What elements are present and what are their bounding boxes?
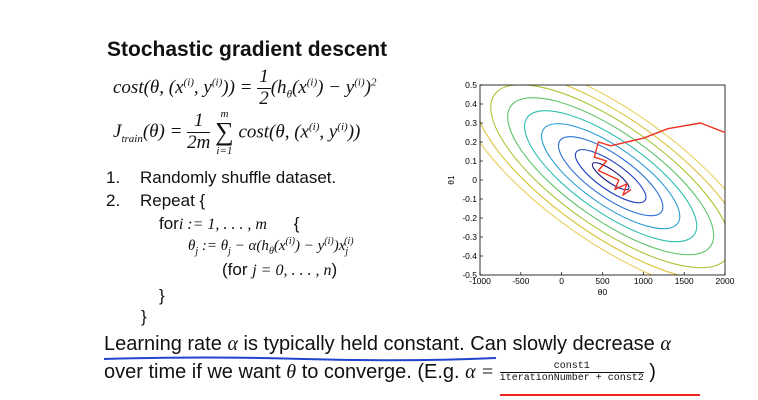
- contour-line-7: [490, 85, 725, 269]
- contour-line-8: [480, 85, 725, 275]
- x-tick-label: 2000: [716, 276, 735, 286]
- learning-rate-line-1: Learning rate α is typically held consta…: [104, 333, 671, 355]
- for-j-line: (for j = 0, . . . , n): [222, 260, 338, 279]
- learning-rate-line-2: over time if we want θ to converge. (E.g…: [104, 361, 656, 385]
- sgd-path-line: [593, 122, 725, 196]
- y-tick-label: 0.1: [465, 156, 477, 166]
- step-2-text: Repeat {: [140, 191, 206, 210]
- contour-line-5: [524, 110, 698, 243]
- x-tick-label: 1000: [634, 276, 653, 286]
- y-tick-label: -0.3: [462, 232, 477, 242]
- red-underline: [500, 394, 700, 396]
- cost-equation: cost(θ, (x(i), y(i))) = 1 2 (hθ(x(i)) − y(…: [113, 66, 377, 109]
- contour-line-2: [574, 149, 647, 204]
- y-tick-label: -0.2: [462, 213, 477, 223]
- contour-line-9: [480, 85, 725, 275]
- plot-frame: [479, 84, 726, 276]
- contour-line-1: [591, 162, 630, 191]
- x-axis-label: θ0: [598, 287, 608, 297]
- slide-title: Stochastic gradient descent: [107, 38, 388, 61]
- x-tick-label: 1500: [675, 276, 694, 286]
- contour-line-6: [507, 97, 715, 256]
- y-tick-label: -0.1: [462, 194, 477, 204]
- blue-underline: [104, 356, 497, 362]
- contour-line-3: [557, 136, 664, 217]
- close-brace-inner: }: [159, 286, 165, 305]
- y-tick-label: 0: [472, 175, 477, 185]
- for-loop-line: fori := 1, . . . , m {: [159, 214, 300, 233]
- x-tick-label: 500: [595, 276, 609, 286]
- y-tick-label: 0.4: [465, 99, 477, 109]
- contour-line-4: [540, 123, 681, 230]
- contour-plot: -1000 -500 0 500 1000 1500 2000 0.5 0.4 0.3 0.2 0.1…: [446, 80, 735, 297]
- step-1-number: 1.: [106, 168, 121, 187]
- y-tick-label: 0.2: [465, 137, 477, 147]
- y-tick-label: -0.4: [462, 251, 477, 261]
- x-tick-label: -500: [512, 276, 529, 286]
- x-tick-label: 0: [559, 276, 564, 286]
- y-axis-label: θ1: [446, 175, 456, 185]
- step-1-text: Randomly shuffle dataset.: [140, 168, 337, 187]
- y-tick-label: 0.5: [465, 80, 477, 90]
- step-2-number: 2.: [106, 191, 121, 210]
- close-brace-outer: }: [141, 307, 147, 326]
- x-tick-label: -1000: [469, 276, 491, 286]
- update-rule: θj := θj − α(hθ(x(i)) − y(i))xj(i): [188, 236, 354, 257]
- jtrain-equation: Jtrain(θ) = 1 2m m ∑ i=1 cost(θ, (x(i), y(i…: [113, 108, 361, 157]
- y-tick-label: -0.5: [462, 270, 477, 280]
- y-tick-label: 0.3: [465, 118, 477, 128]
